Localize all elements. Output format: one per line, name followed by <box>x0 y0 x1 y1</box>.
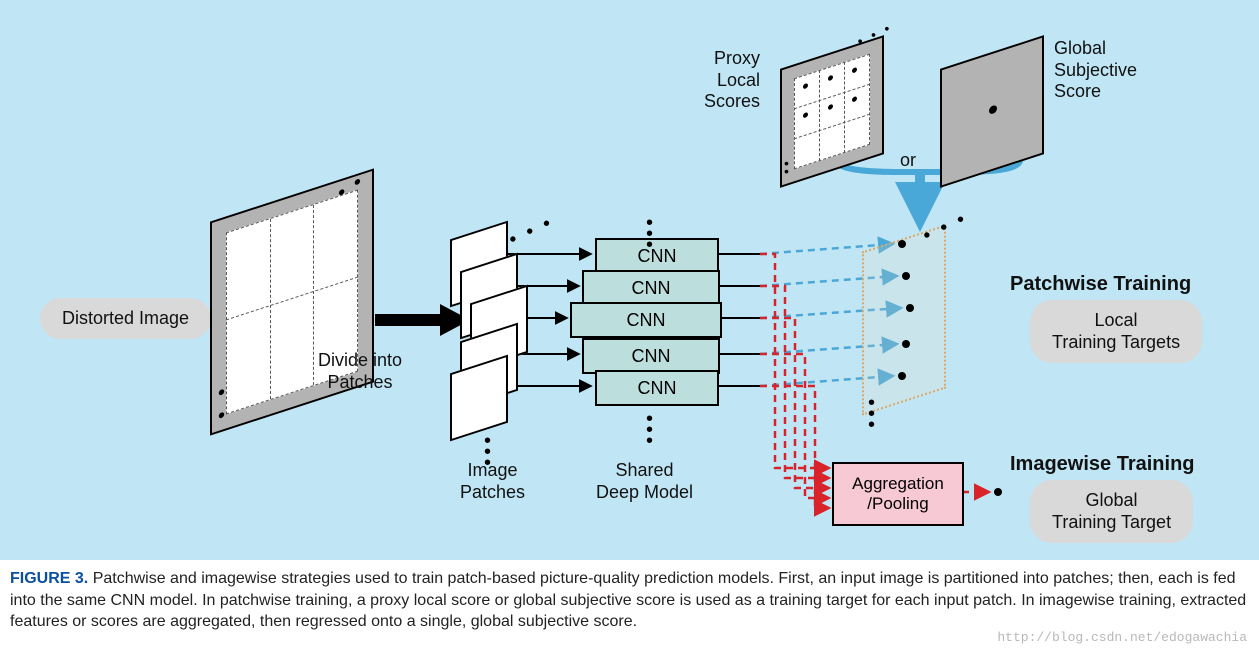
target-dot <box>898 240 906 248</box>
shared-deep-model-label: Shared Deep Model <box>596 460 693 503</box>
distorted-image-label: Distorted Image <box>40 298 211 339</box>
watermark: http://blog.csdn.net/edogawachia <box>997 630 1247 645</box>
target-dot <box>902 272 910 280</box>
ellipsis-dots: ••• <box>868 398 875 431</box>
cnn-box: CNN <box>595 370 719 406</box>
cnn-box: CNN <box>570 302 722 338</box>
image-patches-label: Image Patches <box>460 460 525 503</box>
cnn-box: CNN <box>595 238 719 274</box>
ellipsis-dots: • • • <box>505 211 557 252</box>
proxy-local-scores-pane <box>780 35 884 188</box>
or-label: or <box>900 150 916 172</box>
distorted-image-graphic: • • •• <box>210 168 374 435</box>
aggregation-pooling-box: Aggregation /Pooling <box>832 462 964 526</box>
target-dot <box>902 340 910 348</box>
figure-label: FIGURE 3. <box>10 570 88 587</box>
local-training-targets-label: Local Training Targets <box>1030 300 1202 363</box>
imagewise-training-heading: Imagewise Training <box>1010 452 1195 476</box>
ellipsis-dots: ••• <box>646 414 653 447</box>
proxy-local-scores-label: Proxy Local Scores <box>704 48 760 113</box>
global-subjective-score-pane <box>940 35 1044 188</box>
divide-into-patches-label: Divide into Patches <box>318 350 402 393</box>
target-dot <box>898 372 906 380</box>
diagram-area: Distorted Image • • •• Divide into Patch… <box>0 0 1259 560</box>
patchwise-training-heading: Patchwise Training <box>1010 272 1191 296</box>
ellipsis-dots: •• <box>784 160 789 175</box>
cnn-box: CNN <box>582 338 720 374</box>
global-output-dot <box>994 488 1002 496</box>
figure-caption-text: Patchwise and imagewise strategies used … <box>10 570 1246 630</box>
global-training-target-label: Global Training Target <box>1030 480 1193 543</box>
image-patch <box>450 355 508 442</box>
ellipsis-dots: ••• <box>646 218 653 251</box>
cnn-box: CNN <box>582 270 720 306</box>
figure-container: Distorted Image • • •• Divide into Patch… <box>0 0 1259 653</box>
local-target-pane <box>862 224 946 415</box>
target-dot <box>906 304 914 312</box>
global-subjective-score-label: Global Subjective Score <box>1054 38 1137 103</box>
